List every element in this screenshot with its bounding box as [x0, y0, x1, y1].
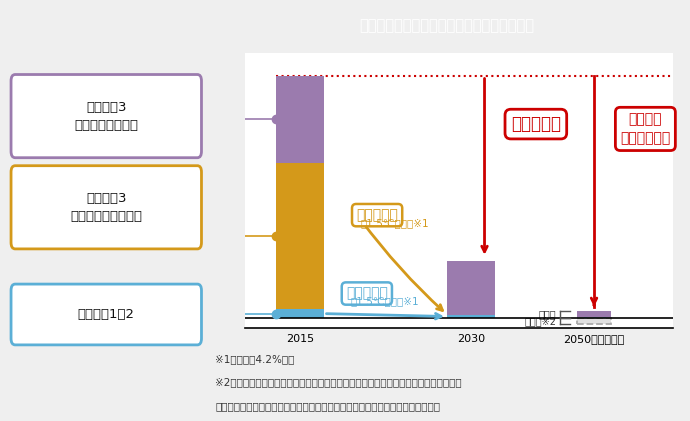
Text: バリューチェーン全体の温室効果ガス排出量: バリューチェーン全体の温室効果ガス排出量 [359, 18, 534, 33]
Bar [447, 315, 495, 318]
Text: ７０％削減: ７０％削減 [346, 287, 388, 301]
Text: 360: 360 [497, 304, 520, 314]
Text: （1.5℃水準）※1: （1.5℃水準）※1 [360, 218, 429, 229]
Text: ※1：年平均4.2%以上: ※1：年平均4.2%以上 [215, 354, 295, 364]
Bar [276, 163, 324, 309]
Text: ※2：排出を完全にゼロに押えることは現実的に難しいため、排出せざるを得ない分に: ※2：排出を完全にゼロに押えることは現実的に難しいため、排出せざるを得ない分に [215, 377, 462, 387]
Text: スコープ1・2: スコープ1・2 [78, 308, 135, 321]
Text: 575: 575 [326, 152, 348, 162]
Text: 17: 17 [497, 307, 512, 317]
Text: （1.5℃水準）※1: （1.5℃水準）※1 [351, 296, 419, 306]
FancyBboxPatch shape [11, 75, 201, 158]
Bar [577, 317, 611, 318]
Text: ４０％削減: ４０％削減 [511, 115, 561, 133]
FancyBboxPatch shape [577, 318, 611, 324]
Text: 55: 55 [326, 307, 341, 317]
Text: ついては同量を除去することで、正味ゼロ（ネット・ゼロ）を目指します。: ついては同量を除去することで、正味ゼロ（ネット・ゼロ）を目指します。 [215, 401, 440, 411]
Bar [447, 261, 495, 315]
Text: スコープ3
（調達、その他）: スコープ3 （調達、その他） [75, 101, 138, 132]
Text: ６３％削減: ６３％削減 [356, 208, 398, 222]
Text: スコープ3
（販売建物の使用）: スコープ3 （販売建物の使用） [70, 192, 142, 223]
Bar [276, 309, 324, 318]
Text: カーボン
ニュートラル: カーボン ニュートラル [620, 112, 671, 146]
FancyBboxPatch shape [11, 284, 201, 345]
Bar [276, 76, 324, 163]
Text: 968: 968 [326, 298, 349, 308]
Bar [577, 311, 611, 317]
FancyBboxPatch shape [11, 166, 201, 249]
Text: 排出量: 排出量 [539, 309, 556, 319]
Text: 除去量※2: 除去量※2 [524, 316, 556, 326]
